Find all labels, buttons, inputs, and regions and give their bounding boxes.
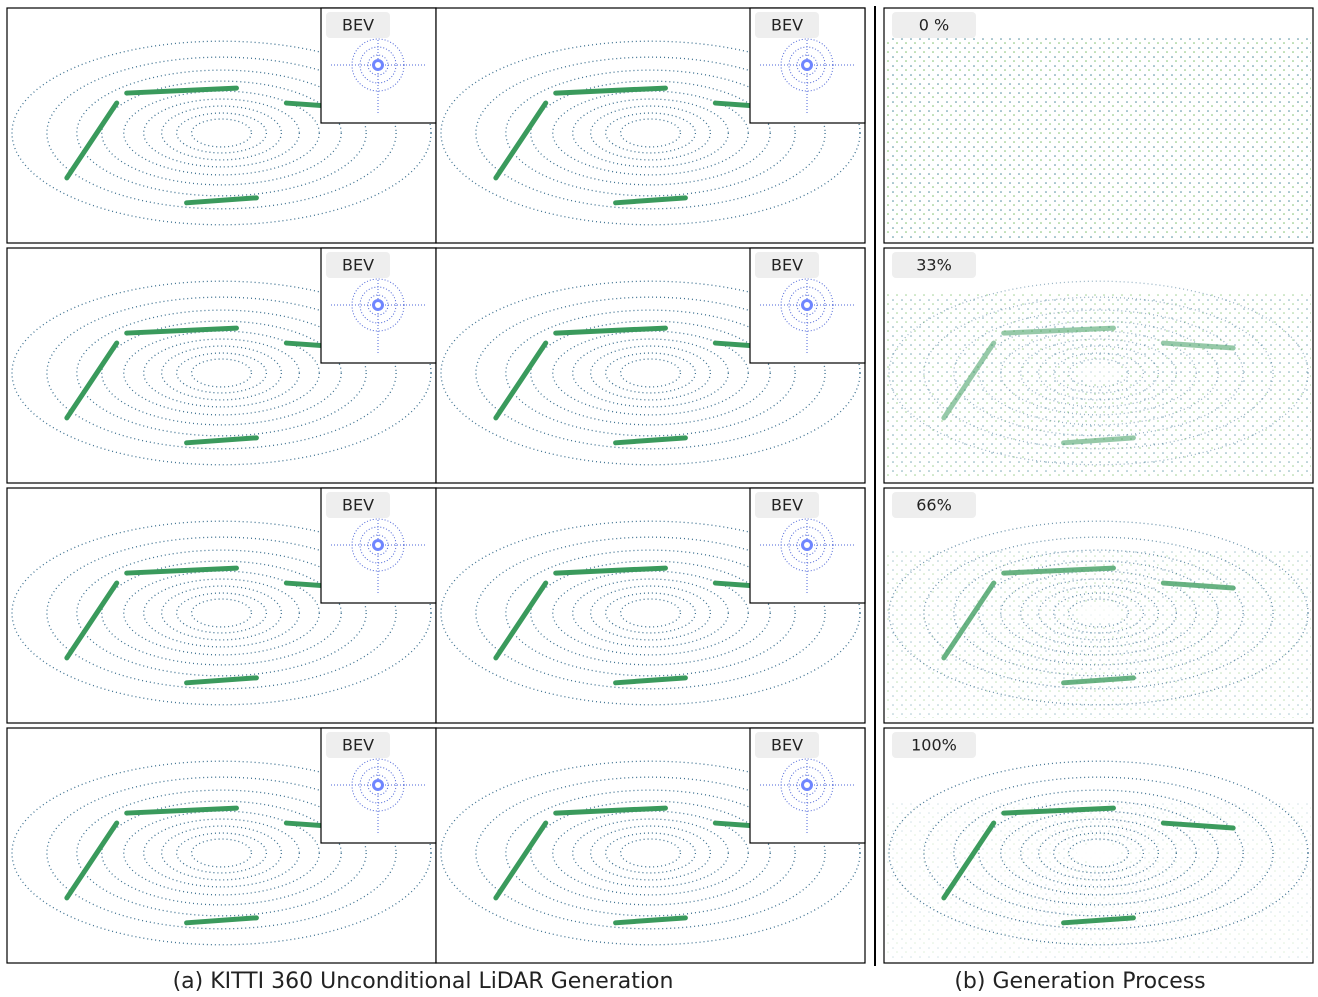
inset-label: BEV (771, 16, 803, 35)
inset-label: BEV (771, 256, 803, 275)
noise (886, 293, 1311, 478)
step-label: 66% (916, 496, 952, 515)
inset-label: BEV (771, 736, 803, 755)
noise (886, 38, 1311, 238)
inset-label: BEV (342, 16, 374, 35)
step-label: 0 % (919, 16, 949, 35)
inset-label: BEV (342, 496, 374, 515)
caption: (b) Generation Process (954, 969, 1205, 994)
step-label: 100% (911, 736, 957, 755)
inset-label: BEV (771, 496, 803, 515)
step-label: 33% (916, 256, 952, 275)
inset-label: BEV (342, 256, 374, 275)
figure: (a) KITTI 360 Unconditional LiDAR Genera… (0, 0, 1318, 997)
caption: (a) KITTI 360 Unconditional LiDAR Genera… (173, 969, 674, 994)
inset-label: BEV (342, 736, 374, 755)
